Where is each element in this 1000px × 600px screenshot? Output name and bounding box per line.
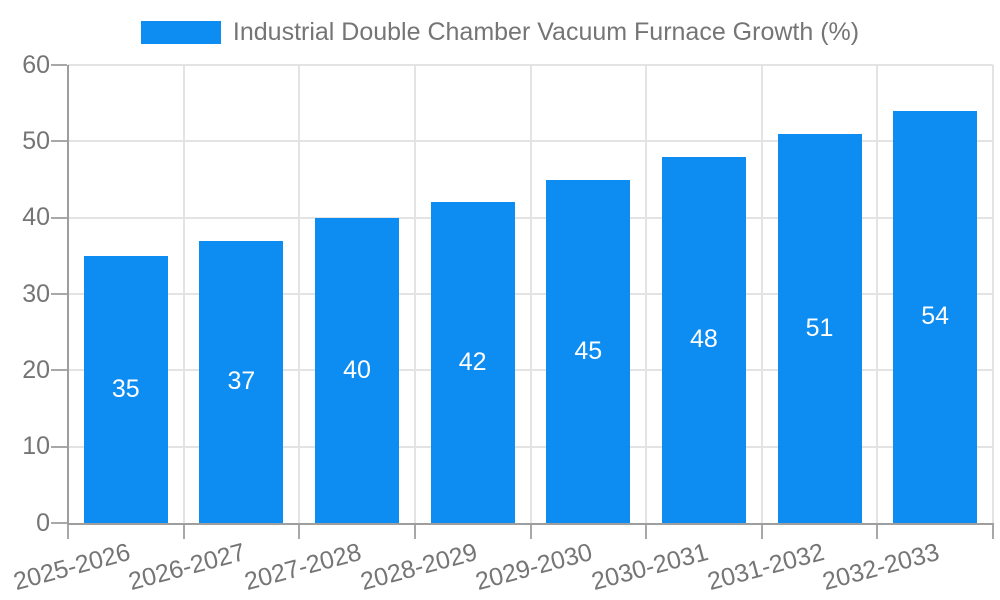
y-tick-label: 20 <box>22 355 50 384</box>
v-gridline <box>645 65 648 523</box>
y-tick-label: 0 <box>36 508 50 537</box>
y-axis-tick <box>51 369 67 372</box>
y-axis-tick <box>51 140 67 143</box>
v-gridline <box>992 65 994 523</box>
x-axis-tick <box>413 525 416 539</box>
y-tick-label: 10 <box>22 432 50 461</box>
y-axis-line <box>67 65 69 525</box>
y-tick-label: 60 <box>22 50 50 79</box>
bar[interactable] <box>430 202 515 523</box>
bar[interactable] <box>546 179 631 523</box>
v-gridline <box>182 65 185 523</box>
y-tick-label: 50 <box>22 126 50 155</box>
y-axis-tick <box>51 293 67 295</box>
plot-area: 0 10 20 30 40 50 60 35 2025-2026 37 2026-2027 40 202… <box>10 51 994 596</box>
v-gridline <box>529 65 532 523</box>
legend-label: Industrial Double Chamber Vacuum Furnace… <box>232 17 860 46</box>
bar[interactable] <box>83 255 168 523</box>
v-gridline <box>876 65 879 523</box>
x-axis-tick <box>67 525 69 539</box>
legend-swatch <box>140 20 221 44</box>
x-axis-tick <box>645 525 648 539</box>
x-axis-tick <box>298 525 301 539</box>
x-axis-tick <box>182 525 185 539</box>
bar[interactable] <box>661 156 746 523</box>
x-axis-tick <box>876 525 879 539</box>
legend[interactable]: Industrial Double Chamber Vacuum Furnace… <box>0 17 1000 47</box>
y-axis-tick <box>51 64 67 66</box>
x-axis-tick <box>529 525 532 539</box>
bar[interactable] <box>199 240 284 523</box>
v-gridline <box>760 65 763 523</box>
x-axis-tick <box>992 525 994 539</box>
bar[interactable] <box>893 110 978 523</box>
y-axis-tick <box>51 216 67 219</box>
bar[interactable] <box>315 217 400 523</box>
y-tick-label: 30 <box>22 279 50 308</box>
bar[interactable] <box>777 133 862 523</box>
y-tick-label: 40 <box>22 203 50 232</box>
v-gridline <box>298 65 301 523</box>
x-axis-tick <box>760 525 763 539</box>
v-gridline <box>413 65 416 523</box>
y-axis-tick <box>51 445 67 448</box>
y-axis-tick <box>51 522 67 524</box>
x-axis-line <box>67 523 994 525</box>
